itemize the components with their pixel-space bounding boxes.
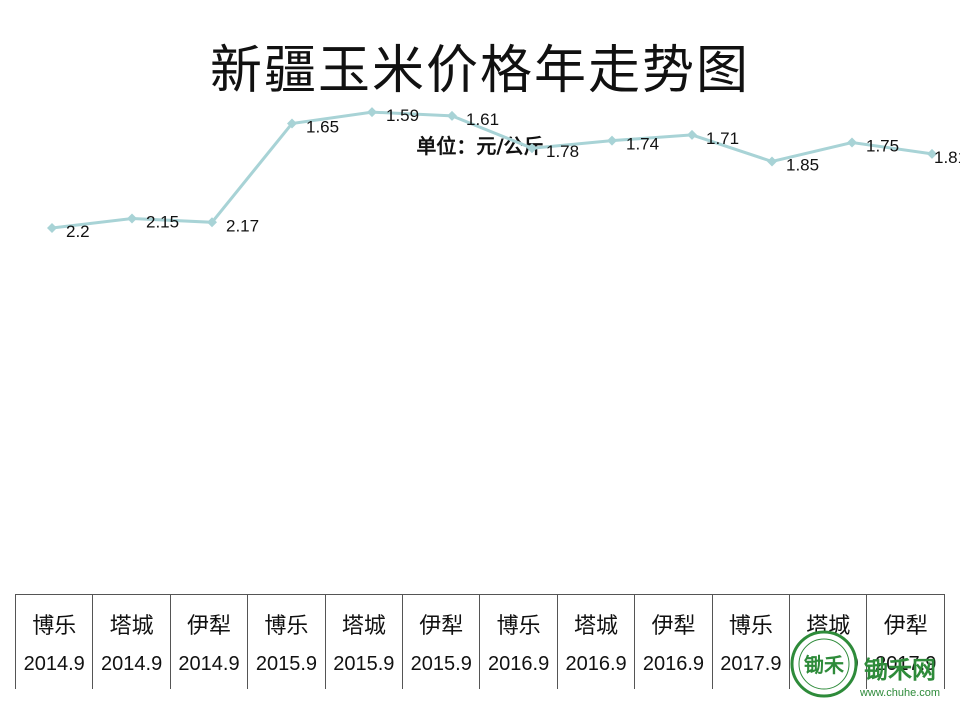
logo-badge-text: 锄禾 — [804, 653, 844, 677]
data-point-marker — [447, 110, 457, 121]
data-labels: 2.2 2.15 2.17 1.65 1.59 1.61 1.78 1.74 1.71 1.85 1… — [66, 106, 960, 241]
category-region: 伊犁 — [866, 594, 945, 653]
category-region: 伊犁 — [169, 594, 249, 653]
category-date: 2015.9 — [247, 653, 326, 689]
category-region: 塔城 — [324, 594, 404, 653]
data-label: 2.2 — [66, 222, 90, 241]
category-date: 2017.9 — [711, 653, 791, 689]
category-table: 博乐 塔城 伊犁 博乐 塔城 伊犁 博乐 塔城 伊犁 博乐 塔城 伊犁 2014.9 2014.9 201… — [14, 594, 945, 689]
data-point-marker — [847, 137, 857, 148]
date-row: 2014.9 2014.9 2014.9 2015.9 2015.9 2015.9 2016… — [14, 653, 945, 689]
category-region: 博乐 — [247, 594, 326, 653]
chart-title: 新疆玉米价格年走势图 — [209, 41, 750, 101]
category-date: 2015.9 — [324, 653, 404, 689]
data-label: 2.15 — [146, 213, 179, 232]
data-point-marker — [687, 129, 697, 140]
logo-badge — [790, 630, 858, 698]
data-label: 1.59 — [386, 106, 419, 125]
series-line — [51, 110, 933, 230]
category-region: 伊犁 — [634, 594, 713, 653]
category-date: 2016.9 — [556, 653, 636, 689]
data-point-marker — [767, 156, 777, 167]
category-date: 2014.9 — [92, 653, 171, 689]
data-label: 1.85 — [786, 156, 819, 175]
category-region: 塔城 — [556, 594, 636, 653]
data-point-marker — [607, 135, 617, 146]
data-label: 1.78 — [546, 142, 579, 161]
data-label: 1.71 — [706, 129, 739, 148]
data-point-marker — [127, 213, 137, 224]
data-label: 1.61 — [466, 110, 499, 129]
watermark-logo: 锄禾 锄禾网 www.chuhe.com — [790, 630, 940, 699]
data-label: 1.81 — [934, 148, 960, 167]
data-point-marker — [47, 223, 57, 233]
category-date: 2016.9 — [479, 653, 558, 689]
data-label: 1.75 — [866, 137, 899, 156]
category-date: 2014.9 — [169, 653, 249, 689]
category-region: 博乐 — [479, 594, 558, 653]
category-region: 塔城 — [92, 594, 171, 653]
line-chart: 2.2 2.15 2.17 1.65 1.59 1.61 1.78 1.74 1.71 1.85 1… — [47, 106, 960, 241]
category-date: 2014.9 — [14, 653, 94, 689]
data-label: 1.74 — [626, 135, 659, 154]
region-row: 博乐 塔城 伊犁 博乐 塔城 伊犁 博乐 塔城 伊犁 博乐 塔城 伊犁 — [14, 594, 945, 653]
series-markers — [47, 107, 937, 233]
category-date: 2017.9 — [866, 653, 945, 689]
category-date: 2015.9 — [402, 653, 481, 689]
data-point-marker — [207, 217, 217, 228]
data-point-marker — [927, 148, 937, 159]
data-point-marker — [367, 107, 377, 118]
data-point-marker — [287, 118, 297, 129]
category-region: 伊犁 — [402, 594, 481, 653]
logo-site-text: www.chuhe.com — [859, 687, 940, 699]
category-region: 博乐 — [14, 594, 94, 653]
category-region: 博乐 — [711, 594, 791, 653]
data-point-marker — [527, 143, 537, 154]
chart-subtitle: 单位：元/公斤 — [416, 134, 544, 158]
data-label: 1.65 — [306, 118, 339, 137]
logo-cn-text: 锄禾网 — [864, 656, 936, 684]
data-label: 2.17 — [226, 216, 259, 235]
category-date: 2016.9 — [634, 653, 713, 689]
